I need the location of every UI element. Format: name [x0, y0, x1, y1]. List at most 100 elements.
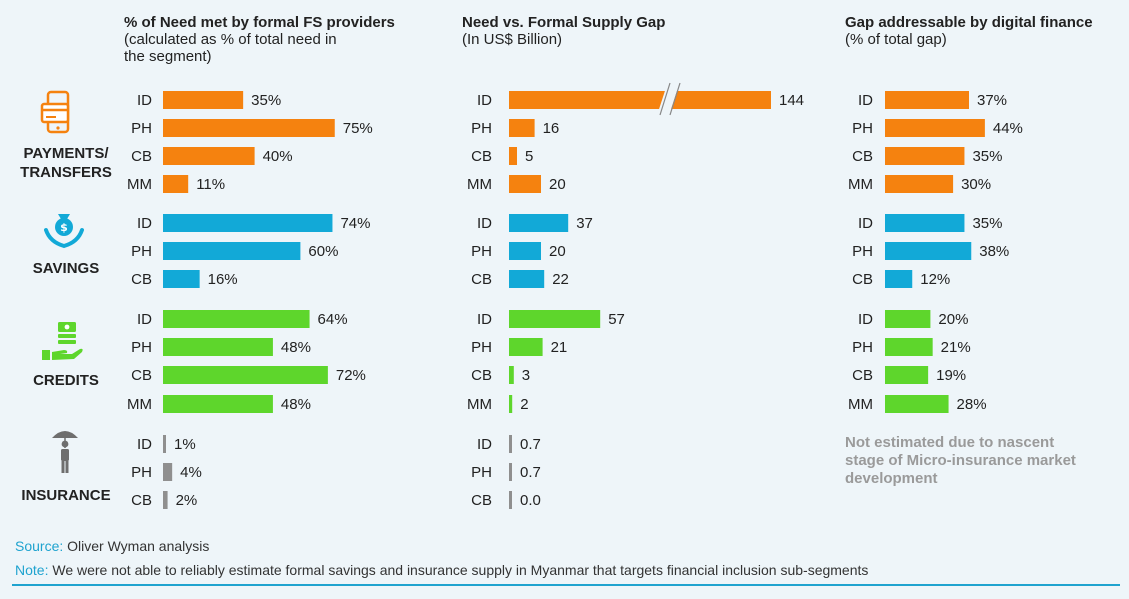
value-label: 19% [936, 367, 966, 384]
value-label: 35% [251, 92, 281, 109]
bar-credits [163, 395, 273, 413]
bar-insurance [163, 463, 173, 481]
bar-payments [885, 175, 954, 193]
country-label: CB [471, 492, 492, 509]
country-label: ID [477, 436, 492, 453]
panel1-title-sub1: (calculated as % of total need in [124, 31, 337, 48]
country-label: ID [477, 311, 492, 328]
value-label: 20 [549, 243, 566, 260]
panel2-title-sub: (In US$ Billion) [462, 31, 563, 48]
country-label: ID [137, 311, 152, 328]
segment-label-credits: CREDITS [10, 371, 122, 390]
bar-insurance [163, 491, 168, 509]
country-label: MM [848, 176, 873, 193]
value-label: 5 [525, 148, 533, 165]
value-label: 12% [920, 271, 950, 288]
country-label: PH [131, 339, 152, 356]
value-label: 0.7 [520, 436, 541, 453]
bar-credits [163, 310, 310, 328]
value-label: 57 [608, 311, 625, 328]
panel-1-bars: ID 35% PH 75% CB 40% MM 11% ID 74% PH 60% CB 16% ID 64%… [127, 91, 373, 509]
bar-payments [163, 147, 255, 165]
value-label: 21 [551, 339, 568, 356]
country-label: PH [131, 464, 152, 481]
bar-insurance [509, 491, 512, 509]
value-label: 20 [549, 176, 566, 193]
cash-hand-icon [42, 322, 83, 360]
value-label: 16 [543, 120, 560, 137]
bar-savings [885, 214, 965, 232]
country-label: PH [131, 120, 152, 137]
bar-savings [163, 270, 200, 288]
panel1-title: % of Need met by formal FS providers (ca… [124, 14, 395, 65]
country-label: MM [467, 396, 492, 413]
bar-payments [885, 119, 985, 137]
note-label: Note: [15, 562, 49, 578]
axis-break-line [659, 82, 671, 116]
bar-payments [163, 175, 189, 193]
country-label: ID [858, 311, 873, 328]
bar-payments [885, 91, 969, 109]
bar-payments [163, 91, 244, 109]
bar-savings [885, 242, 972, 260]
value-label: 40% [263, 148, 293, 165]
bar-payments [163, 119, 335, 137]
country-label: ID [858, 92, 873, 109]
value-label: 44% [993, 120, 1023, 137]
bar-savings [163, 242, 301, 260]
segment-label-credits-text: CREDITS [33, 372, 99, 389]
country-label: PH [852, 120, 873, 137]
source-line: Source: Oliver Wyman analysis [15, 538, 209, 554]
bar-payments [509, 147, 517, 165]
panel3-title: Gap addressable by digital finance (% of… [845, 14, 1093, 48]
panel3-title-sub: (% of total gap) [845, 31, 947, 48]
country-label: ID [477, 215, 492, 232]
bar-credits [509, 310, 601, 328]
country-label: MM [127, 176, 152, 193]
bar-payments [509, 175, 541, 193]
country-label: CB [852, 367, 873, 384]
value-label: 22 [552, 271, 569, 288]
value-label: 48% [281, 339, 311, 356]
country-label: CB [131, 492, 152, 509]
segment-label-savings: SAVINGS [10, 259, 122, 278]
bar-savings [885, 270, 913, 288]
value-label: 48% [281, 396, 311, 413]
value-label: 21% [941, 339, 971, 356]
bar-insurance [509, 435, 512, 453]
value-label: 37 [576, 215, 593, 232]
country-label: CB [852, 271, 873, 288]
country-label: PH [131, 243, 152, 260]
country-label: PH [471, 243, 492, 260]
country-label: MM [467, 176, 492, 193]
bar-savings [509, 242, 541, 260]
country-label: ID [137, 215, 152, 232]
country-label: CB [471, 367, 492, 384]
value-label: 20% [938, 311, 968, 328]
mobile-card-icon [40, 90, 70, 134]
bar-payments [885, 147, 965, 165]
bar-credits [163, 366, 328, 384]
value-label: 60% [308, 243, 338, 260]
bar-credits [509, 366, 514, 384]
panel-2-bars: ID 144 PH 16 CB 5 MM 20 ID 37 PH 20 CB 22 ID 57 PH 21 CB 3 M… [467, 82, 804, 509]
country-label: CB [471, 148, 492, 165]
bar-insurance [509, 463, 512, 481]
value-label: 38% [979, 243, 1009, 260]
svg-text:$: $ [60, 221, 68, 234]
bar-savings [163, 214, 333, 232]
insurance-not-estimated-note: Not estimated due to nascent stage of Mi… [845, 434, 1076, 487]
note-text: We were not able to reliably estimate fo… [48, 562, 869, 578]
country-label: MM [127, 396, 152, 413]
bar-credits [885, 338, 933, 356]
country-label: ID [858, 215, 873, 232]
value-label: 11% [196, 176, 225, 193]
value-label: 2 [520, 396, 528, 413]
bar-savings [509, 270, 545, 288]
axis-break-line [669, 82, 681, 116]
country-label: ID [477, 92, 492, 109]
value-label: 144 [779, 92, 804, 109]
country-label: CB [131, 271, 152, 288]
source-text: Oliver Wyman analysis [63, 538, 210, 554]
bar-credits [885, 310, 931, 328]
